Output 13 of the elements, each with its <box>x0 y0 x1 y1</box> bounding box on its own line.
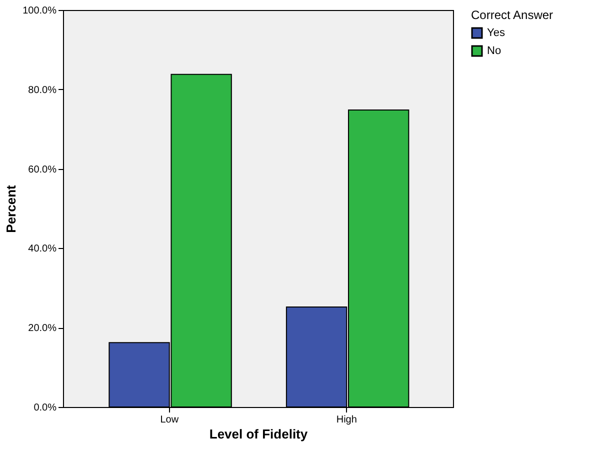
y-tick-label: 20.0% <box>28 323 57 334</box>
y-tick-label: 60.0% <box>28 164 57 176</box>
legend-label: No <box>487 45 502 57</box>
y-tick-label: 80.0% <box>28 84 57 96</box>
x-axis-title: Level of Fidelity <box>209 426 308 442</box>
x-tick-label: Low <box>160 414 180 426</box>
legend-title: Correct Answer <box>471 8 554 22</box>
y-tick-label: 100.0% <box>22 6 57 16</box>
y-axis-title: Percent <box>4 184 19 233</box>
legend-label: Yes <box>487 27 506 39</box>
y-tick-label: 40.0% <box>28 244 57 255</box>
y-tick-label: 0.0% <box>34 402 57 414</box>
x-tick-label: High <box>336 414 357 426</box>
